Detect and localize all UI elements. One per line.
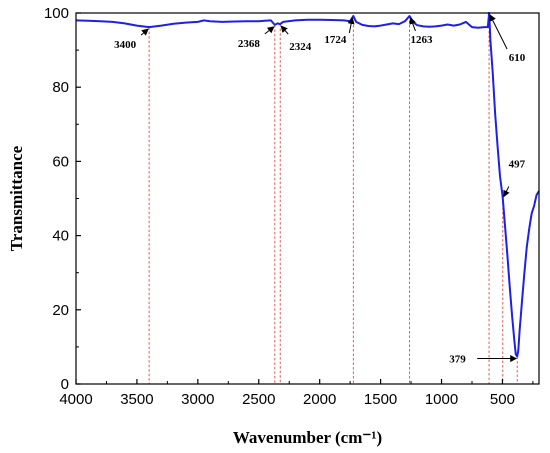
y-tick-label: 80 — [52, 79, 69, 96]
peak-label: 1263 — [410, 34, 433, 46]
series-layer — [75, 12, 540, 358]
x-tick-label: 3500 — [120, 391, 153, 408]
peak-label: 610 — [509, 52, 526, 64]
y-tick-label: 60 — [52, 153, 69, 170]
plot-area-frame — [75, 12, 540, 385]
y-tick-label: 0 — [61, 376, 69, 393]
y-tick-label: 20 — [52, 302, 69, 319]
peak-label: 497 — [509, 159, 526, 171]
x-axis: 4000 3500 3000 2500 2000 1500 1000 500 — [59, 379, 534, 408]
peak-label: 2368 — [238, 38, 261, 50]
annotation-arrow — [489, 14, 508, 50]
annotation-arrow — [347, 16, 355, 34]
annotation-arrow — [140, 28, 149, 36]
transmittance-series-line — [75, 12, 540, 358]
y-tick-label: 100 — [44, 5, 69, 22]
x-tick-label: 4000 — [59, 391, 92, 408]
peak-label: 2324 — [289, 41, 312, 53]
y-axis: 0 20 40 60 80 100 — [44, 5, 81, 393]
y-axis-title: Transmittance — [7, 145, 26, 251]
annotation-arrow — [503, 186, 510, 198]
y-tick-label: 40 — [52, 228, 69, 245]
x-tick-label: 2500 — [242, 391, 275, 408]
annotation-arrow — [280, 25, 289, 35]
x-tick-label: 1500 — [364, 391, 397, 408]
x-tick-label: 3000 — [181, 391, 214, 408]
annotation-arrow — [409, 17, 416, 32]
x-tick-label: 500 — [490, 391, 515, 408]
annotation-arrow — [264, 26, 275, 35]
peak-annotations: 3400 2368 2324 1724 1263 610 497 379 — [114, 14, 526, 366]
peak-marker-lines — [148, 13, 518, 384]
x-axis-title: Wavenumber (cm⁻¹) — [233, 428, 382, 447]
x-tick-label: 2000 — [303, 391, 336, 408]
peak-label: 3400 — [114, 39, 137, 51]
peak-label: 1724 — [324, 34, 347, 46]
x-tick-label: 1000 — [425, 391, 458, 408]
peak-label: 379 — [449, 354, 466, 366]
